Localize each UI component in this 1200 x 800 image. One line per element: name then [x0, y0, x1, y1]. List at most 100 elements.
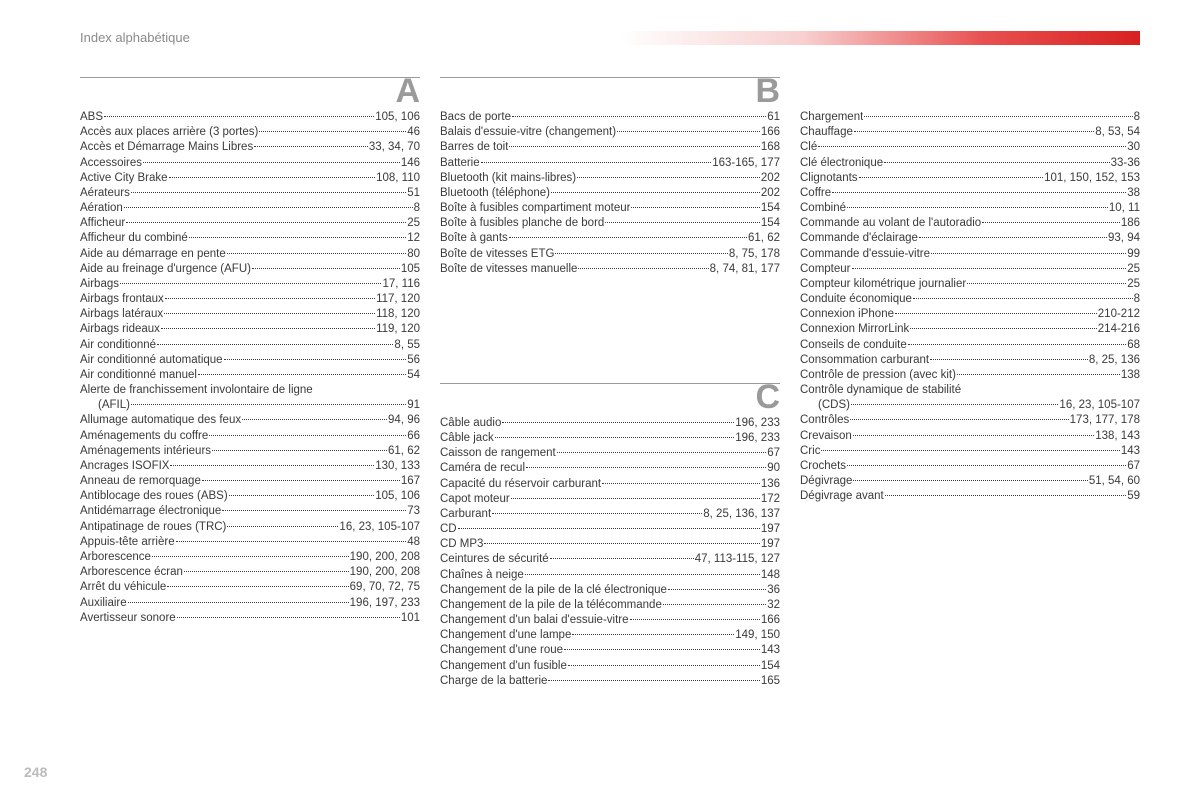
index-entry: ABS105, 106 — [80, 110, 420, 125]
index-entry: Connexion iPhone210-212 — [800, 307, 1140, 322]
index-column: Chargement8Chauffage8, 53, 54Clé30Clé él… — [800, 71, 1140, 689]
index-entry: Coffre38 — [800, 186, 1140, 201]
index-entry: Accès et Démarrage Mains Libres33, 34, 7… — [80, 140, 420, 155]
index-entry: Changement d'un fusible154 — [440, 659, 780, 674]
entry-pages: 93, 94 — [1108, 231, 1140, 246]
entry-label: Airbags — [80, 277, 119, 292]
leader-dots — [212, 450, 387, 451]
index-entry: Caisson de rangement67 — [440, 446, 780, 461]
entry-label: Chaînes à neige — [440, 568, 524, 583]
entry-label: Caisson de rangement — [440, 446, 556, 461]
index-entry: Changement de la pile de la clé électron… — [440, 583, 780, 598]
entry-pages: 91 — [407, 398, 420, 413]
entry-pages: 80 — [407, 247, 420, 262]
entry-pages: 99 — [1127, 247, 1140, 262]
entry-pages: 32 — [767, 598, 780, 613]
entry-pages: 59 — [1127, 489, 1140, 504]
index-entry: Changement de la pile de la télécommande… — [440, 598, 780, 613]
entry-label: Afficheur du combiné — [80, 231, 188, 246]
leader-dots — [913, 298, 1133, 299]
entry-label: Air conditionné manuel — [80, 368, 197, 383]
leader-dots — [509, 237, 747, 238]
leader-dots — [177, 617, 400, 618]
entry-pages: 8, 75, 178 — [729, 247, 780, 262]
leader-dots — [143, 162, 400, 163]
entry-label: Conseils de conduite — [800, 338, 907, 353]
leader-dots — [511, 498, 760, 499]
section-letter: B — [440, 74, 780, 108]
index-entry: Chargement8 — [800, 110, 1140, 125]
entry-label: Antipatinage de roues (TRC) — [80, 520, 226, 535]
entry-pages: 54 — [407, 368, 420, 383]
entry-label: Commande d'éclairage — [800, 231, 918, 246]
entry-label: CD MP3 — [440, 537, 483, 552]
index-entry: Carburant8, 25, 136, 137 — [440, 507, 780, 522]
index-entry: Changement d'un balai d'essuie-vitre166 — [440, 613, 780, 628]
entry-label: Compteur — [800, 262, 851, 277]
entry-pages: 172 — [761, 492, 780, 507]
entry-label: Airbags frontaux — [80, 292, 164, 307]
leader-dots — [859, 177, 1044, 178]
entry-label: Balais d'essuie-vitre (changement) — [440, 125, 616, 140]
leader-dots — [227, 526, 338, 527]
leader-dots — [227, 253, 406, 254]
entry-label: Arrêt du véhicule — [80, 580, 166, 595]
entry-pages: 143 — [1121, 444, 1140, 459]
index-entry: Avertisseur sonore101 — [80, 611, 420, 626]
leader-dots — [557, 452, 766, 453]
entry-label: Capot moteur — [440, 492, 510, 507]
entry-label: Aménagements du coffre — [80, 429, 208, 444]
index-entry: Commande d'éclairage 93, 94 — [800, 231, 1140, 246]
entry-label: Caméra de recul — [440, 461, 525, 476]
section-letter: C — [440, 380, 780, 414]
index-entry: Batterie163-165, 177 — [440, 156, 780, 171]
index-entry: Balais d'essuie-vitre (changement)166 — [440, 125, 780, 140]
index-entry: (CDS)16, 23, 105-107 — [800, 398, 1140, 413]
entry-pages: 101 — [401, 611, 420, 626]
index-entry: Aide au freinage d'urgence (AFU)105 — [80, 262, 420, 277]
entry-label: Antidémarrage électronique — [80, 504, 221, 519]
leader-dots — [224, 359, 407, 360]
entry-label: Aménagements intérieurs — [80, 444, 211, 459]
entry-label: Chargement — [800, 110, 863, 125]
leader-dots — [184, 571, 349, 572]
index-entry: Boîte à fusibles planche de bord154 — [440, 216, 780, 231]
leader-dots — [617, 131, 760, 132]
index-entry: Bluetooth (téléphone)202 — [440, 186, 780, 201]
entry-pages: 68 — [1127, 338, 1140, 353]
entry-pages: 154 — [761, 201, 780, 216]
index-entry: CD197 — [440, 522, 780, 537]
leader-dots — [847, 465, 1126, 466]
entry-pages: 105 — [401, 262, 420, 277]
entry-label: Connexion MirrorLink — [800, 322, 909, 337]
leader-dots — [550, 558, 694, 559]
index-entry: Changement d'une roue143 — [440, 643, 780, 658]
index-entry: Connexion MirrorLink214-216 — [800, 322, 1140, 337]
entry-pages: 197 — [761, 522, 780, 537]
entry-label: Boîte à fusibles compartiment moteur — [440, 201, 630, 216]
leader-dots — [481, 162, 712, 163]
index-entry: Contrôle de pression (avec kit)138 — [800, 368, 1140, 383]
entry-label: Contrôles — [800, 413, 849, 428]
entry-label: Aération — [80, 201, 123, 216]
entry-label: Changement d'une roue — [440, 643, 563, 658]
index-entry: Dégivrage51, 54, 60 — [800, 474, 1140, 489]
index-entry: Aide au démarrage en pente80 — [80, 247, 420, 262]
entry-label: Air conditionné automatique — [80, 353, 223, 368]
index-entry: Capacité du réservoir carburant136 — [440, 477, 780, 492]
entry-pages: 25 — [1127, 262, 1140, 277]
entry-pages: 136 — [761, 477, 780, 492]
index-entry: Afficheur25 — [80, 216, 420, 231]
entry-label: Cric — [800, 444, 820, 459]
index-entry: Aménagements intérieurs61, 62 — [80, 444, 420, 459]
leader-dots — [908, 344, 1126, 345]
index-entry: CD MP3197 — [440, 537, 780, 552]
entry-label: Antiblocage des roues (ABS) — [80, 489, 228, 504]
leader-dots — [854, 131, 1094, 132]
index-entry: Allumage automatique des feux94, 96 — [80, 413, 420, 428]
entry-label: Bacs de porte — [440, 110, 511, 125]
entry-pages: 61, 62 — [748, 231, 780, 246]
leader-dots — [198, 374, 406, 375]
leader-dots — [104, 116, 374, 117]
index-entry: Auxiliaire196, 197, 233 — [80, 596, 420, 611]
